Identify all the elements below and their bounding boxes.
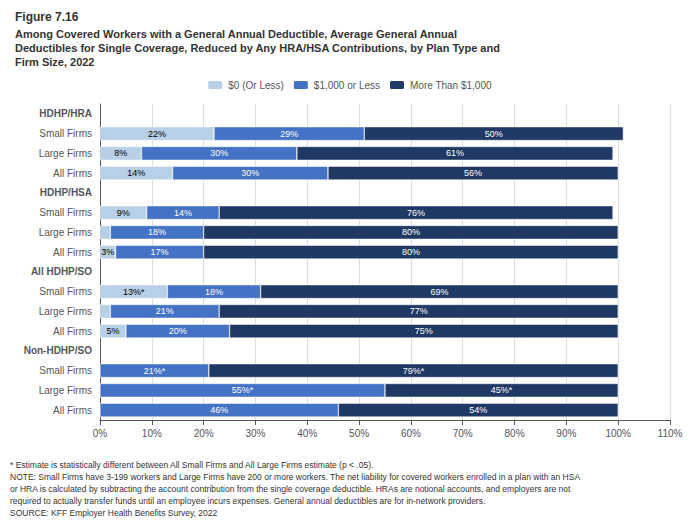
svg-text:75%: 75% [415,326,433,336]
svg-text:Large Firms: Large Firms [39,148,92,159]
svg-text:80%: 80% [402,247,420,257]
svg-text:13%*: 13%* [123,287,145,297]
svg-text:Large Firms: Large Firms [39,306,92,317]
svg-text:55%*: 55%* [232,385,254,395]
svg-text:Large Firms: Large Firms [39,227,92,238]
svg-text:SOURCE: KFF Employer Health Be: SOURCE: KFF Employer Health Benefits Sur… [10,508,218,518]
svg-text:30%: 30% [210,148,228,158]
svg-text:45%*: 45%* [491,385,513,395]
svg-text:77%: 77% [410,306,428,316]
svg-text:HDHP/HSA: HDHP/HSA [40,187,92,198]
svg-text:18%: 18% [148,227,166,237]
svg-text:80%: 80% [402,227,420,237]
svg-text:All Firms: All Firms [53,247,92,258]
svg-text:110%: 110% [658,428,683,439]
svg-text:10%: 10% [142,428,162,439]
svg-text:All Firms: All Firms [53,168,92,179]
svg-text:All HDHP/SO: All HDHP/SO [31,266,92,277]
svg-text:All Firms: All Firms [53,405,92,416]
svg-text:required to actually transfer: required to actually transfer funds unti… [10,496,485,506]
svg-text:Small Firms: Small Firms [39,365,92,376]
svg-text:100%: 100% [605,428,631,439]
svg-text:70%: 70% [453,428,473,439]
svg-text:29%: 29% [280,129,298,139]
svg-text:18%: 18% [205,287,223,297]
svg-text:Among Covered Workers with a G: Among Covered Workers with a General Ann… [15,28,457,40]
svg-text:20%: 20% [194,428,214,439]
svg-text:90%: 90% [556,428,576,439]
svg-text:HDHP/HRA: HDHP/HRA [39,108,92,119]
svg-text:Small Firms: Small Firms [39,128,92,139]
svg-text:56%: 56% [464,168,482,178]
svg-text:Firm Size, 2022: Firm Size, 2022 [15,56,95,68]
svg-text:46%: 46% [210,405,228,415]
svg-text:Small Firms: Small Firms [39,286,92,297]
svg-text:22%: 22% [148,129,166,139]
svg-text:50%: 50% [349,428,369,439]
svg-text:76%: 76% [407,208,425,218]
svg-text:All Firms: All Firms [53,326,92,337]
svg-text:or HRA is calculated by subtra: or HRA is calculated by subtracting the … [10,484,571,494]
svg-text:80%: 80% [505,428,525,439]
svg-text:$0 (Or Less): $0 (Or Less) [228,80,284,91]
svg-text:Non-HDHP/SO: Non-HDHP/SO [24,345,93,356]
svg-text:$1,000 or Less: $1,000 or Less [314,80,380,91]
svg-text:14%: 14% [127,168,145,178]
svg-text:5%: 5% [106,326,119,336]
svg-text:50%: 50% [485,129,503,139]
svg-text:54%: 54% [469,405,487,415]
svg-text:Large Firms: Large Firms [39,385,92,396]
svg-text:79%*: 79%* [403,366,425,376]
svg-text:21%*: 21%* [144,366,166,376]
svg-text:Figure 7.16: Figure 7.16 [15,10,79,24]
svg-text:8%: 8% [114,148,127,158]
svg-text:* Estimate is statistically di: * Estimate is statistically different be… [10,460,373,470]
svg-text:69%: 69% [430,287,448,297]
svg-text:9%: 9% [117,208,130,218]
svg-text:20%: 20% [169,326,187,336]
svg-text:NOTE: Small Firms have 3-199 w: NOTE: Small Firms have 3-199 workers and… [10,472,580,482]
svg-text:Deductibles for Single Coverag: Deductibles for Single Coverage, Reduced… [15,42,500,54]
svg-text:61%: 61% [446,148,464,158]
svg-text:0%: 0% [93,428,108,439]
svg-text:More Than $1,000: More Than $1,000 [410,80,492,91]
svg-text:21%: 21% [156,306,174,316]
svg-text:3%: 3% [101,247,114,257]
svg-text:14%: 14% [174,208,192,218]
svg-text:40%: 40% [297,428,317,439]
svg-text:60%: 60% [401,428,421,439]
svg-text:Small Firms: Small Firms [39,207,92,218]
svg-text:30%: 30% [241,168,259,178]
svg-text:30%: 30% [245,428,265,439]
svg-text:17%: 17% [151,247,169,257]
